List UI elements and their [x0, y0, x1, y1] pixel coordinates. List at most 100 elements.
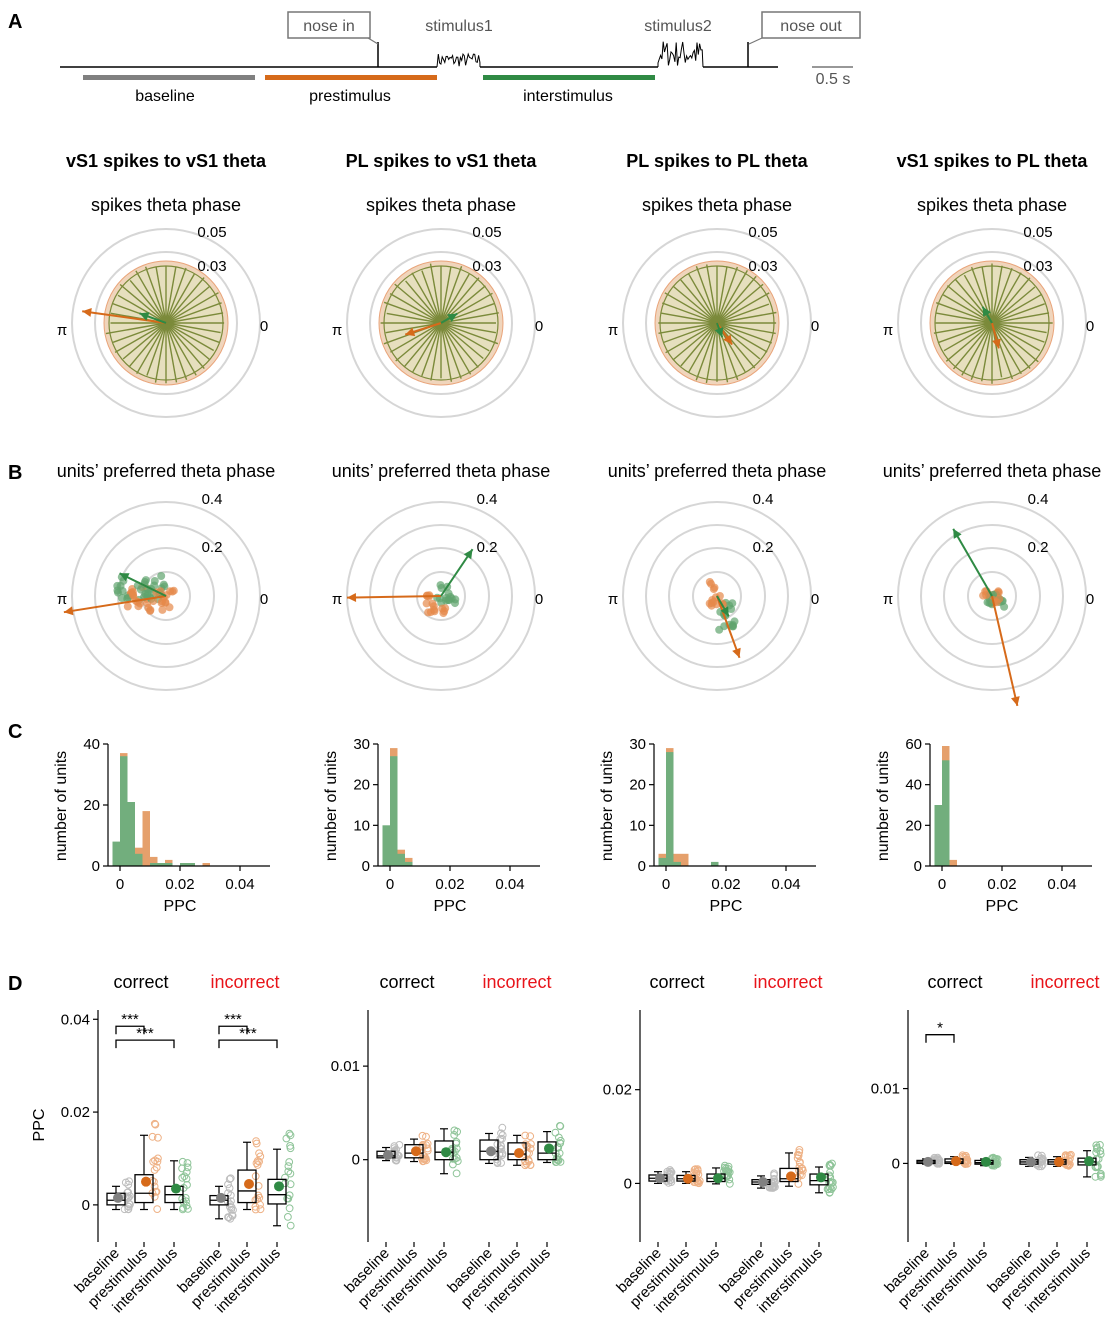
box-iqr — [779, 1167, 799, 1183]
unit-point — [551, 1128, 560, 1137]
polar-grid-ring — [668, 547, 766, 645]
interstimulus-label: interstimulus — [523, 88, 613, 105]
significance-stars: *** — [224, 1011, 242, 1028]
preferred-phase-title-2: units’ preferred theta phase — [332, 461, 550, 481]
phase-bin — [716, 322, 761, 360]
unit-point — [556, 1136, 565, 1145]
nose-in-pointer — [367, 37, 379, 45]
y-tick-label: 10 — [629, 817, 646, 834]
unit-point — [226, 1214, 235, 1223]
unit-point — [284, 1162, 293, 1170]
prestimulus-bar — [673, 853, 681, 866]
angle-label-pi: π — [57, 322, 67, 339]
phase-bin — [165, 322, 220, 343]
unit-point — [722, 1171, 731, 1180]
trial-timeline: nose in nose out stimulus1 stimulus2 bas… — [60, 11, 861, 105]
phase-bin — [440, 312, 499, 324]
unit-point — [252, 1159, 261, 1167]
nose-out-box — [761, 11, 861, 39]
mean-marker — [981, 1156, 991, 1167]
interstimulus-bar — [666, 752, 674, 866]
unit-point — [1036, 1155, 1044, 1163]
interstimulus-unit-dot — [123, 594, 132, 603]
phase-bin — [687, 272, 718, 324]
radial-tick-label: 0.4 — [202, 491, 223, 508]
mean-marker — [383, 1150, 393, 1160]
x-tick-label: 0.04 — [495, 876, 524, 893]
significance-stars: * — [937, 1020, 943, 1037]
radial-tick-label: 0.2 — [753, 539, 774, 556]
phase-bin — [672, 322, 718, 361]
radial-tick-label: 0.4 — [1028, 491, 1049, 508]
y-tick-label: 0 — [638, 858, 646, 875]
angle-label-pi: π — [608, 322, 618, 339]
unit-point — [497, 1159, 506, 1167]
prestimulus-bar — [150, 856, 158, 866]
mean-marker — [141, 1176, 151, 1187]
unit-point — [286, 1180, 295, 1189]
unit-point — [993, 1155, 1002, 1164]
phase-bin — [716, 303, 770, 324]
unit-point — [286, 1221, 295, 1230]
prestimulus-unit-dot — [158, 605, 167, 614]
phase-bin — [661, 302, 718, 324]
unit-point — [825, 1161, 834, 1170]
column-title-1: vS1 spikes to vS1 theta — [66, 151, 267, 171]
angle-label-pi: π — [608, 591, 618, 608]
phase-bin — [165, 322, 197, 376]
x-tick-label: 0 — [662, 876, 670, 893]
unit-point — [123, 1202, 132, 1210]
polar-grid-ring — [622, 228, 812, 418]
mean-marker — [1054, 1156, 1064, 1167]
prestimulus-mean-vector-head — [405, 327, 416, 337]
mean-marker — [758, 1177, 768, 1188]
phase-bin — [129, 279, 167, 324]
unit-point — [252, 1137, 261, 1145]
phase-bin — [440, 322, 490, 352]
y-tick-label: 20 — [83, 797, 100, 814]
unit-point — [1094, 1162, 1102, 1171]
phase-bin — [440, 277, 480, 324]
phase-bin — [695, 266, 718, 324]
phase-bin — [658, 322, 718, 334]
polar-grid-ring — [94, 251, 238, 395]
phase-bin — [146, 322, 167, 376]
polar-grid-ring — [71, 228, 261, 418]
phase-bin — [935, 312, 993, 324]
unit-point — [149, 1157, 158, 1166]
mean-marker — [816, 1172, 826, 1183]
phase-bin — [411, 272, 442, 324]
angle-label-zero: 0 — [811, 318, 819, 335]
mean-marker — [1026, 1156, 1036, 1167]
unit-point — [178, 1205, 187, 1214]
y-axis-label: number of units — [53, 751, 70, 861]
interstimulus-population-vector-shaft — [952, 528, 993, 597]
phase-bin — [112, 322, 167, 343]
x-tick-label: 0 — [938, 876, 946, 893]
phase-bin — [716, 322, 773, 344]
box-iqr — [404, 1144, 424, 1159]
unit-point — [825, 1171, 834, 1180]
phase-bin — [165, 322, 178, 383]
unit-point — [1096, 1141, 1104, 1149]
radial-tick-label: 0.03 — [472, 258, 501, 275]
y-tick-label: 0.02 — [61, 1104, 90, 1121]
polar-grid-ring — [645, 251, 789, 395]
polar-grid-ring — [622, 501, 812, 691]
unit-point — [150, 1182, 159, 1191]
interstimulus-mean-vector-head — [714, 327, 724, 338]
mean-marker — [411, 1146, 421, 1157]
angle-label-pi: π — [332, 322, 342, 339]
phase-bin — [165, 312, 224, 324]
phase-bin — [154, 322, 167, 383]
polar-grid-ring — [369, 524, 513, 668]
phase-bin — [440, 322, 484, 360]
significance-bracket — [115, 1025, 145, 1035]
significance-stars: *** — [239, 1025, 257, 1042]
angle-label-zero: 0 — [535, 318, 543, 335]
phase-bin — [394, 283, 442, 324]
unit-point — [523, 1142, 531, 1151]
y-tick-label: 0 — [92, 858, 100, 875]
polar-grid-ring — [346, 501, 536, 691]
phase-bin — [165, 292, 219, 324]
